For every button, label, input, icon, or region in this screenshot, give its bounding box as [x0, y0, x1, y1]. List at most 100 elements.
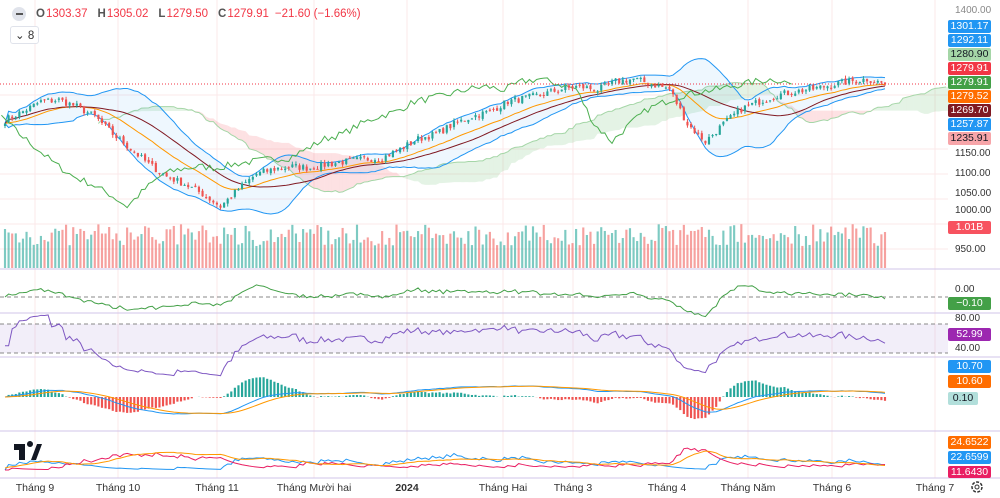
candle	[600, 84, 603, 91]
ichimoku-cloud	[263, 138, 268, 159]
macd-histogram-bar	[528, 396, 531, 397]
macd-histogram-bar	[449, 393, 452, 397]
candle	[650, 84, 653, 87]
candle	[373, 160, 377, 163]
candle	[657, 84, 660, 87]
macd-histogram-bar	[348, 395, 351, 397]
candle	[614, 78, 617, 81]
volume-bar	[140, 234, 143, 268]
candle	[54, 101, 57, 103]
volume-bar	[524, 225, 527, 268]
volume-bar	[517, 231, 520, 268]
volume-bar	[427, 227, 430, 268]
volume-bar	[880, 234, 883, 268]
volume-bar	[305, 232, 308, 268]
candle	[513, 97, 517, 100]
ichimoku-cloud	[374, 163, 379, 181]
ichimoku-cloud	[662, 94, 666, 122]
candle	[273, 167, 276, 171]
candle	[718, 125, 721, 135]
volume-bar	[345, 233, 348, 268]
macd-histogram-bar	[90, 397, 93, 405]
candle	[276, 167, 280, 170]
candle	[424, 137, 427, 140]
candle	[438, 129, 441, 132]
candle	[682, 107, 685, 121]
macd-histogram-bar	[151, 397, 154, 408]
volume-bar	[284, 237, 287, 268]
macd-histogram-bar	[589, 397, 592, 402]
ichimoku-cloud	[816, 110, 821, 122]
macd-histogram-bar	[704, 397, 707, 418]
candle	[223, 202, 226, 208]
settings-gear-icon[interactable]	[970, 480, 984, 494]
volume-bar	[133, 239, 136, 268]
macd-histogram-bar	[729, 388, 732, 397]
volume-bar	[733, 225, 736, 268]
volume-bar	[761, 235, 764, 268]
candle	[571, 86, 574, 89]
macd-histogram-bar	[607, 397, 610, 401]
macd-histogram-bar	[553, 397, 556, 400]
volume-bar	[646, 243, 650, 268]
ichimoku-cloud	[270, 140, 275, 162]
volume-bar	[445, 243, 448, 268]
candle	[575, 86, 578, 88]
volume-bar	[309, 229, 312, 268]
ichimoku-cloud	[823, 110, 828, 121]
macd-histogram-bar	[812, 393, 815, 397]
candle	[761, 102, 764, 104]
candle	[625, 80, 628, 83]
ichimoku-cloud	[924, 91, 929, 114]
macd-histogram-bar	[240, 382, 244, 397]
candle	[90, 111, 93, 113]
candle	[194, 185, 197, 188]
macd-histogram-bar	[657, 397, 660, 403]
volume-bar	[215, 236, 218, 268]
macd-histogram-bar	[733, 385, 736, 397]
ichimoku-cloud	[813, 110, 817, 123]
volume-bar	[672, 229, 675, 268]
macd-histogram-bar	[212, 397, 215, 398]
time-label: Tháng 7	[915, 482, 955, 494]
macd-histogram-bar	[463, 393, 466, 397]
ichimoku-cloud	[260, 137, 264, 155]
indicators-toggle-button[interactable]: ⌄ 8	[10, 26, 40, 44]
candle	[144, 154, 147, 161]
candle	[187, 184, 190, 188]
ichimoku-cloud	[371, 161, 375, 181]
candle	[431, 132, 434, 139]
volume-bar	[855, 228, 858, 268]
macd-histogram-bar	[442, 393, 445, 397]
volume-bar	[115, 233, 118, 268]
ichimoku-cloud	[428, 168, 433, 185]
macd-histogram-bar	[481, 395, 484, 397]
macd-histogram-bar	[147, 397, 150, 409]
ichimoku-cloud	[834, 110, 839, 118]
open-label: O	[36, 8, 45, 20]
candle	[546, 91, 549, 96]
volume-bar	[194, 239, 197, 268]
volume-bar	[316, 225, 319, 268]
volume-bar	[797, 234, 800, 268]
chevron-down-icon: ⌄	[15, 30, 25, 42]
candle	[416, 136, 420, 141]
volume-bar	[14, 233, 17, 268]
rsi-upper-tick: 80.00	[955, 313, 981, 324]
ichimoku-cloud	[723, 84, 727, 104]
collapse-legend-button[interactable]	[12, 7, 26, 21]
volume-bar	[269, 229, 272, 268]
candle	[68, 102, 71, 106]
candle	[672, 89, 675, 95]
volume-bar	[154, 239, 157, 268]
candle	[190, 186, 193, 188]
macd-histogram-bar	[682, 397, 685, 415]
macd-histogram-bar	[255, 377, 258, 397]
tradingview-logo[interactable]	[12, 440, 42, 464]
volume-bar	[355, 224, 359, 268]
macd-histogram-bar	[815, 394, 818, 397]
macd-histogram-bar	[452, 392, 456, 397]
ichimoku-cloud	[543, 135, 548, 149]
ichimoku-cloud	[856, 110, 860, 115]
